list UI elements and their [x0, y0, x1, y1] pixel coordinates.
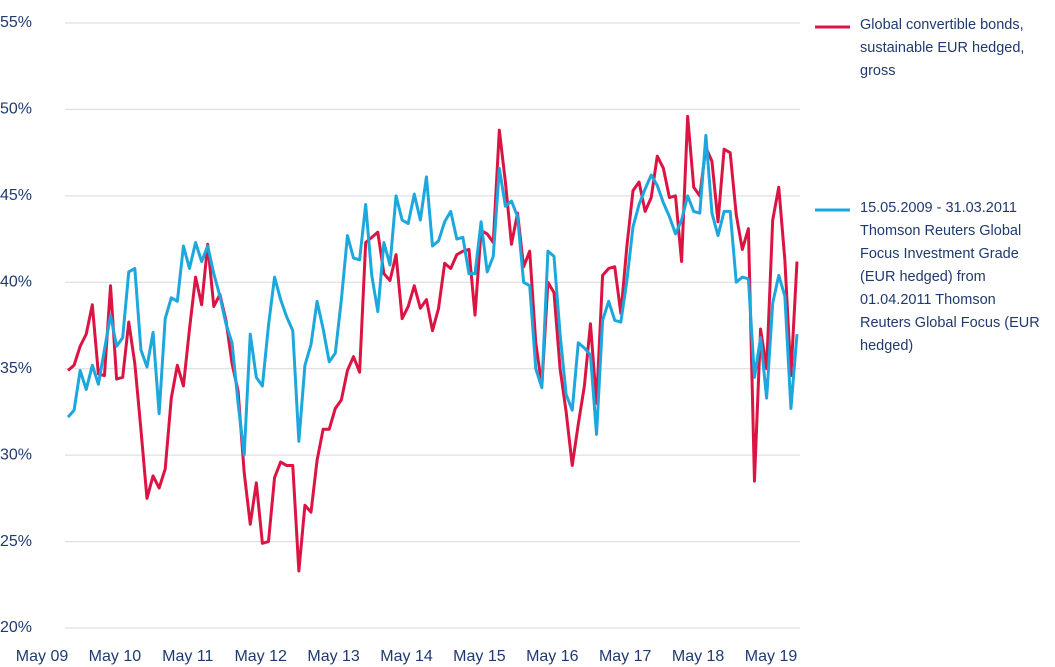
- x-tick-label: May 19: [745, 648, 798, 665]
- y-tick-label: 45%: [0, 187, 32, 204]
- x-tick-label: May 15: [453, 648, 506, 665]
- x-tick-label: May 17: [599, 648, 652, 665]
- y-tick-label: 55%: [0, 14, 32, 31]
- legend-label: 15.05.2009 - 31.03.2011 Thomson Reuters …: [860, 200, 1040, 354]
- series-line: [66, 133, 799, 457]
- x-tick-label: May 14: [380, 648, 433, 665]
- x-tick-label: May 13: [307, 648, 360, 665]
- series-line: [67, 114, 799, 573]
- x-tick-label: May 10: [89, 648, 142, 665]
- x-tick-label: May 18: [672, 648, 725, 665]
- x-tick-label: May 11: [162, 648, 213, 665]
- y-tick-label: 25%: [0, 533, 32, 550]
- x-tick-label: May 09: [16, 648, 69, 665]
- y-tick-label: 35%: [0, 360, 32, 377]
- x-tick-label: May 12: [234, 648, 287, 665]
- y-tick-label: 50%: [0, 101, 32, 118]
- legend-label: Global convertible bonds, sustainable EU…: [860, 17, 1025, 79]
- y-tick-label: 30%: [0, 446, 32, 463]
- x-tick-label: May 16: [526, 648, 579, 665]
- y-tick-label: 40%: [0, 274, 32, 291]
- y-tick-label: 20%: [0, 619, 32, 636]
